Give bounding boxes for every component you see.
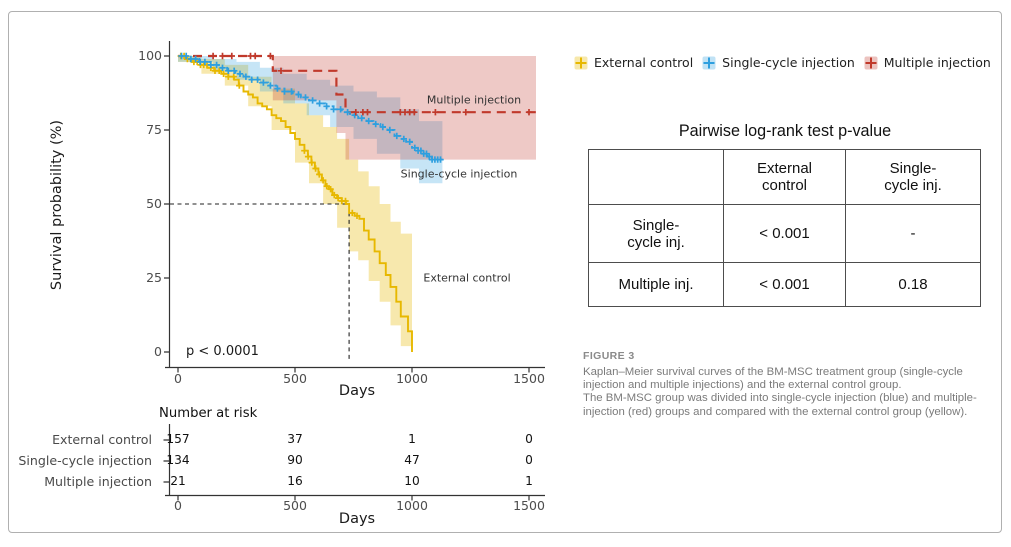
risk-table-title: Number at risk — [159, 406, 258, 421]
risk-row-label-external-control: External control — [52, 432, 152, 447]
pairwise-col-header: Single- cycle inj. — [845, 149, 981, 205]
risk-count: 0 — [525, 432, 533, 446]
curve-label-single-cycle-injection: Single-cycle injection — [400, 167, 518, 181]
pairwise-row-header: Single- cycle inj. — [588, 204, 724, 263]
pairwise-table: External control Single- cycle inj. Sing… — [588, 149, 981, 307]
y-tick-label: 0 — [154, 344, 162, 359]
risk-count: 47 — [404, 453, 420, 467]
legend-item-label: Single-cycle injection — [722, 55, 855, 70]
risk-count: 1 — [525, 474, 533, 488]
legend-key-single-cycle-icon — [702, 56, 716, 69]
x-tick-label: 500 — [283, 371, 307, 386]
x-axis-label: Days — [338, 383, 376, 399]
risk-x-tick-label: 1500 — [513, 498, 545, 513]
risk-count: 16 — [287, 474, 303, 488]
caption-paragraph: The BM-MSC group was divided into single… — [583, 392, 977, 418]
p-value-annotation: p < 0.0001 — [186, 344, 259, 359]
legend: External control Single-cycle injection … — [574, 55, 991, 70]
y-tick-label: 75 — [146, 122, 162, 137]
curve-label-external-control: External control — [423, 271, 511, 285]
risk-count: 1 — [408, 432, 416, 446]
caption-paragraph: Kaplan–Meier survival curves of the BM-M… — [583, 366, 963, 392]
legend-key-external-control-icon — [574, 56, 588, 69]
x-tick-label: 1000 — [396, 371, 428, 386]
pairwise-cell-empty — [588, 149, 724, 205]
legend-item-single-cycle-injection: Single-cycle injection — [702, 55, 855, 70]
curve-label-multiple-injection: Multiple injection — [426, 93, 522, 107]
figure-tag: FIGURE 3 — [583, 350, 635, 362]
risk-count: 37 — [287, 432, 303, 446]
risk-count: 0 — [525, 453, 533, 467]
legend-item-label: External control — [594, 55, 694, 70]
y-tick-label: 25 — [146, 270, 162, 285]
pairwise-col-header: External control — [723, 149, 846, 205]
pairwise-value: 0.18 — [845, 262, 981, 307]
x-tick-label: 1500 — [513, 371, 545, 386]
legend-item-external-control: External control — [574, 55, 693, 70]
risk-count: 10 — [404, 474, 420, 488]
risk-row-label-multiple-injection: Multiple injection — [44, 474, 152, 489]
figure-border — [8, 11, 1002, 533]
pairwise-table-title: Pairwise log-rank test p-value — [678, 122, 892, 140]
x-tick-label: 0 — [174, 371, 182, 386]
pairwise-value: < 0.001 — [723, 262, 846, 307]
pairwise-value: - — [845, 204, 981, 263]
legend-item-label: Multiple injection — [883, 55, 991, 70]
risk-row-label-single-cycle-injection: Single-cycle injection — [18, 453, 152, 468]
figure-caption: FIGURE 3 Kaplan–Meier survival curves of… — [583, 350, 989, 419]
pairwise-value: < 0.001 — [723, 204, 846, 263]
risk-count: 21 — [170, 474, 186, 488]
risk-x-tick-label: 500 — [283, 498, 307, 513]
pairwise-row-header: Multiple inj. — [588, 262, 724, 307]
risk-count: 90 — [287, 453, 303, 467]
risk-x-axis-label: Days — [338, 511, 376, 527]
y-tick-label: 50 — [146, 196, 162, 211]
y-axis-label: Survival probability (%) — [49, 119, 65, 291]
legend-item-multiple-injection: Multiple injection — [864, 55, 991, 70]
y-tick-label: 100 — [138, 48, 162, 63]
risk-count: 157 — [166, 432, 190, 446]
risk-x-tick-label: 1000 — [396, 498, 428, 513]
legend-key-multiple-injection-icon — [864, 56, 878, 69]
risk-count: 134 — [166, 453, 190, 467]
risk-x-tick-label: 0 — [174, 498, 182, 513]
